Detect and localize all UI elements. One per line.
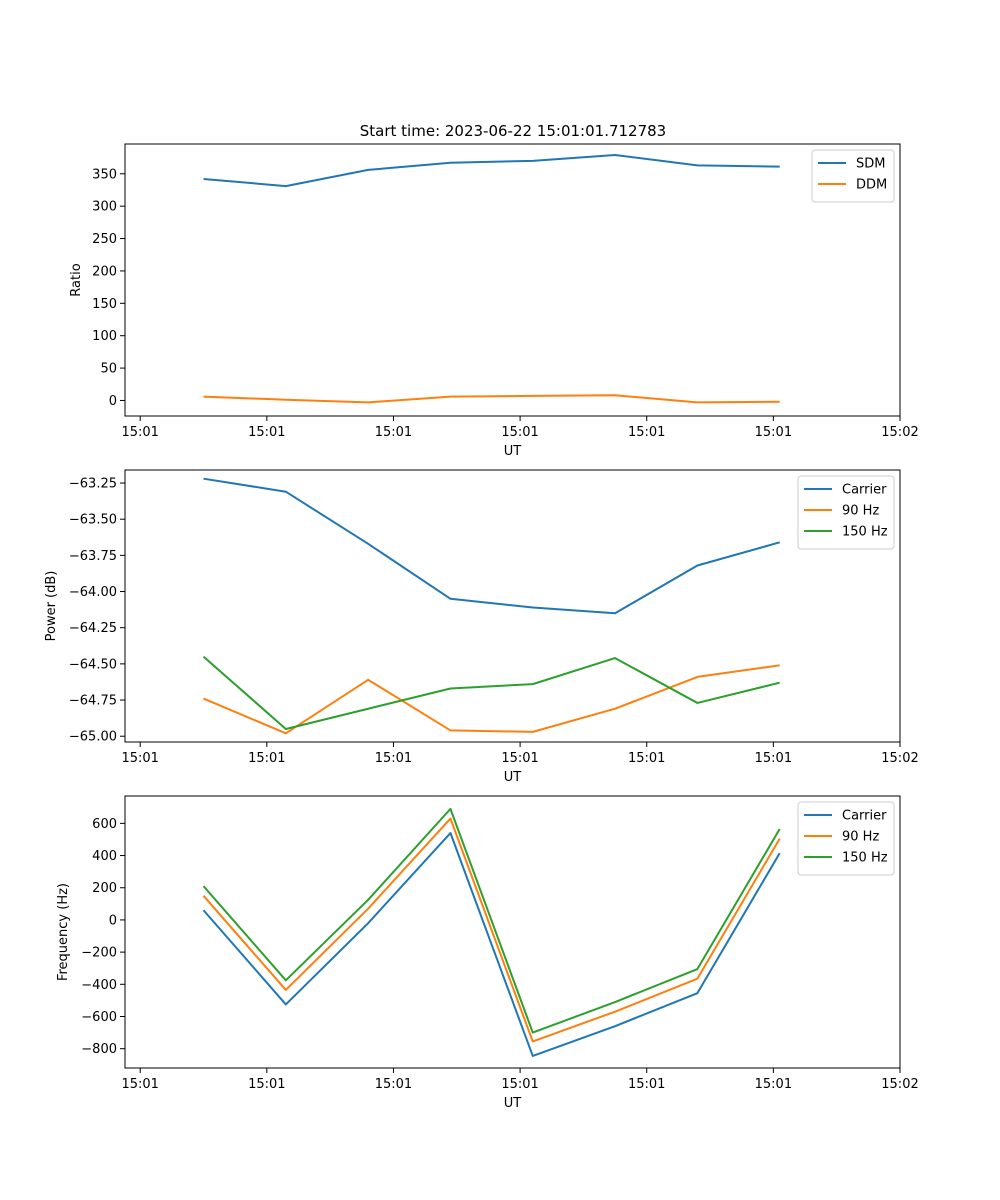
ratio-legend-label-sdm: SDM xyxy=(856,157,885,172)
ratio-x-tick-label: 15:01 xyxy=(628,425,665,440)
power-series-carrier-line xyxy=(203,477,780,615)
ratio-y-tick-label: 50 xyxy=(100,362,117,377)
ratio-y-tick-label: 300 xyxy=(92,200,117,215)
frequency-legend-label-150-hz: 150 Hz xyxy=(842,851,888,866)
frequency-x-tick-label: 15:01 xyxy=(501,1077,538,1092)
power-y-tick-label: −64.75 xyxy=(69,694,117,709)
frequency-y-tick-label: 200 xyxy=(92,881,117,896)
power-legend-label-carrier: Carrier xyxy=(842,483,887,498)
ratio-y-tick-label: 100 xyxy=(92,329,117,344)
frequency-y-tick-label: −800 xyxy=(81,1042,117,1057)
ratio-x-tick-label: 15:02 xyxy=(881,425,918,440)
ratio-panel: 15:01 15:01 15:01 15:01 15:01 15:01 15:02 0 50 10… xyxy=(69,143,919,459)
power-x-axis-label: UT xyxy=(504,770,522,785)
frequency-y-tick-label: −200 xyxy=(81,946,117,961)
power-x-tick-label: 15:01 xyxy=(628,751,665,766)
frequency-x-tick-label: 15:01 xyxy=(755,1077,792,1092)
frequency-x-axis-label: UT xyxy=(504,1096,522,1111)
power-x-tick-label: 15:01 xyxy=(501,751,538,766)
ratio-x-axis-label: UT xyxy=(504,444,522,459)
power-x-tick-label: 15:01 xyxy=(375,751,412,766)
power-x-tick-label: 15:01 xyxy=(755,751,792,766)
ratio-series-sdm-line xyxy=(203,154,780,188)
ratio-y-tick-label: 150 xyxy=(92,297,117,312)
frequency-x-tick-label: 15:01 xyxy=(121,1077,158,1092)
frequency-x-tick-label: 15:01 xyxy=(375,1077,412,1092)
frequency-y-tick-label: −600 xyxy=(81,1010,117,1025)
frequency-y-tick-label: 400 xyxy=(92,849,117,864)
frequency-x-tick-label: 15:02 xyxy=(881,1077,918,1092)
power-x-tick-label: 15:01 xyxy=(248,751,285,766)
power-axes-frame xyxy=(124,469,901,743)
power-y-tick-label: −63.25 xyxy=(69,477,117,492)
power-y-tick-label: −64.00 xyxy=(69,585,117,600)
power-x-tick-label: 15:01 xyxy=(121,751,158,766)
ratio-legend: SDM DDM xyxy=(811,149,895,203)
ratio-y-tick-label: 200 xyxy=(92,264,117,279)
power-legend-label-90-hz: 90 Hz xyxy=(842,504,879,519)
figure-title: Start time: 2023-06-22 15:01:01.712783 xyxy=(360,122,666,140)
power-y-tick-label: −63.75 xyxy=(69,549,117,564)
frequency-x-tick-label: 15:01 xyxy=(628,1077,665,1092)
power-y-tick-label: −64.50 xyxy=(69,657,117,672)
power-series-90-hz-line xyxy=(203,664,780,735)
ratio-x-tick-label: 15:01 xyxy=(375,425,412,440)
ratio-x-tick-label: 15:01 xyxy=(755,425,792,440)
power-legend-label-150-hz: 150 Hz xyxy=(842,525,888,540)
power-y-tick-label: −65.00 xyxy=(69,730,117,745)
frequency-x-tick-label: 15:01 xyxy=(248,1077,285,1092)
ratio-x-tick-label: 15:01 xyxy=(121,425,158,440)
frequency-y-tick-label: 0 xyxy=(109,913,117,928)
frequency-series-150-hz-line xyxy=(202,807,781,1034)
frequency-y-tick-label: 600 xyxy=(92,817,117,832)
frequency-legend-label-90-hz: 90 Hz xyxy=(842,830,879,845)
power-y-axis-label: Power (dB) xyxy=(44,571,59,642)
power-y-tick-label: −64.25 xyxy=(69,621,117,636)
ratio-x-tick-label: 15:01 xyxy=(501,425,538,440)
power-series-150-hz-line xyxy=(202,655,780,730)
frequency-y-axis-label: Frequency (Hz) xyxy=(56,883,71,981)
power-panel: 15:01 15:01 15:01 15:01 15:01 15:01 15:02 −65.0… xyxy=(44,469,919,785)
ratio-axes-frame xyxy=(124,143,901,417)
frequency-series-90-hz-line xyxy=(202,817,781,1043)
ratio-y-axis-label: Ratio xyxy=(69,263,84,296)
frequency-legend: Carrier 90 Hz 150 Hz xyxy=(797,801,895,876)
ratio-y-tick-label: 0 xyxy=(109,394,117,409)
ratio-x-tick-label: 15:01 xyxy=(248,425,285,440)
frequency-y-tick-label: −400 xyxy=(81,978,117,993)
frequency-axes-frame xyxy=(124,795,901,1069)
power-legend: Carrier 90 Hz 150 Hz xyxy=(797,475,895,550)
frequency-legend-label-carrier: Carrier xyxy=(842,809,887,824)
frequency-series-carrier-line xyxy=(202,832,781,1057)
ratio-series-ddm-line xyxy=(203,394,780,404)
ratio-y-tick-label: 250 xyxy=(92,232,117,247)
power-y-tick-label: −63.50 xyxy=(69,513,117,528)
ratio-y-tick-label: 350 xyxy=(92,167,117,182)
ratio-legend-label-ddm: DDM xyxy=(856,178,887,193)
power-x-tick-label: 15:02 xyxy=(881,751,918,766)
frequency-panel: 15:01 15:01 15:01 15:01 15:01 15:01 15:02 −800 −… xyxy=(56,795,919,1111)
